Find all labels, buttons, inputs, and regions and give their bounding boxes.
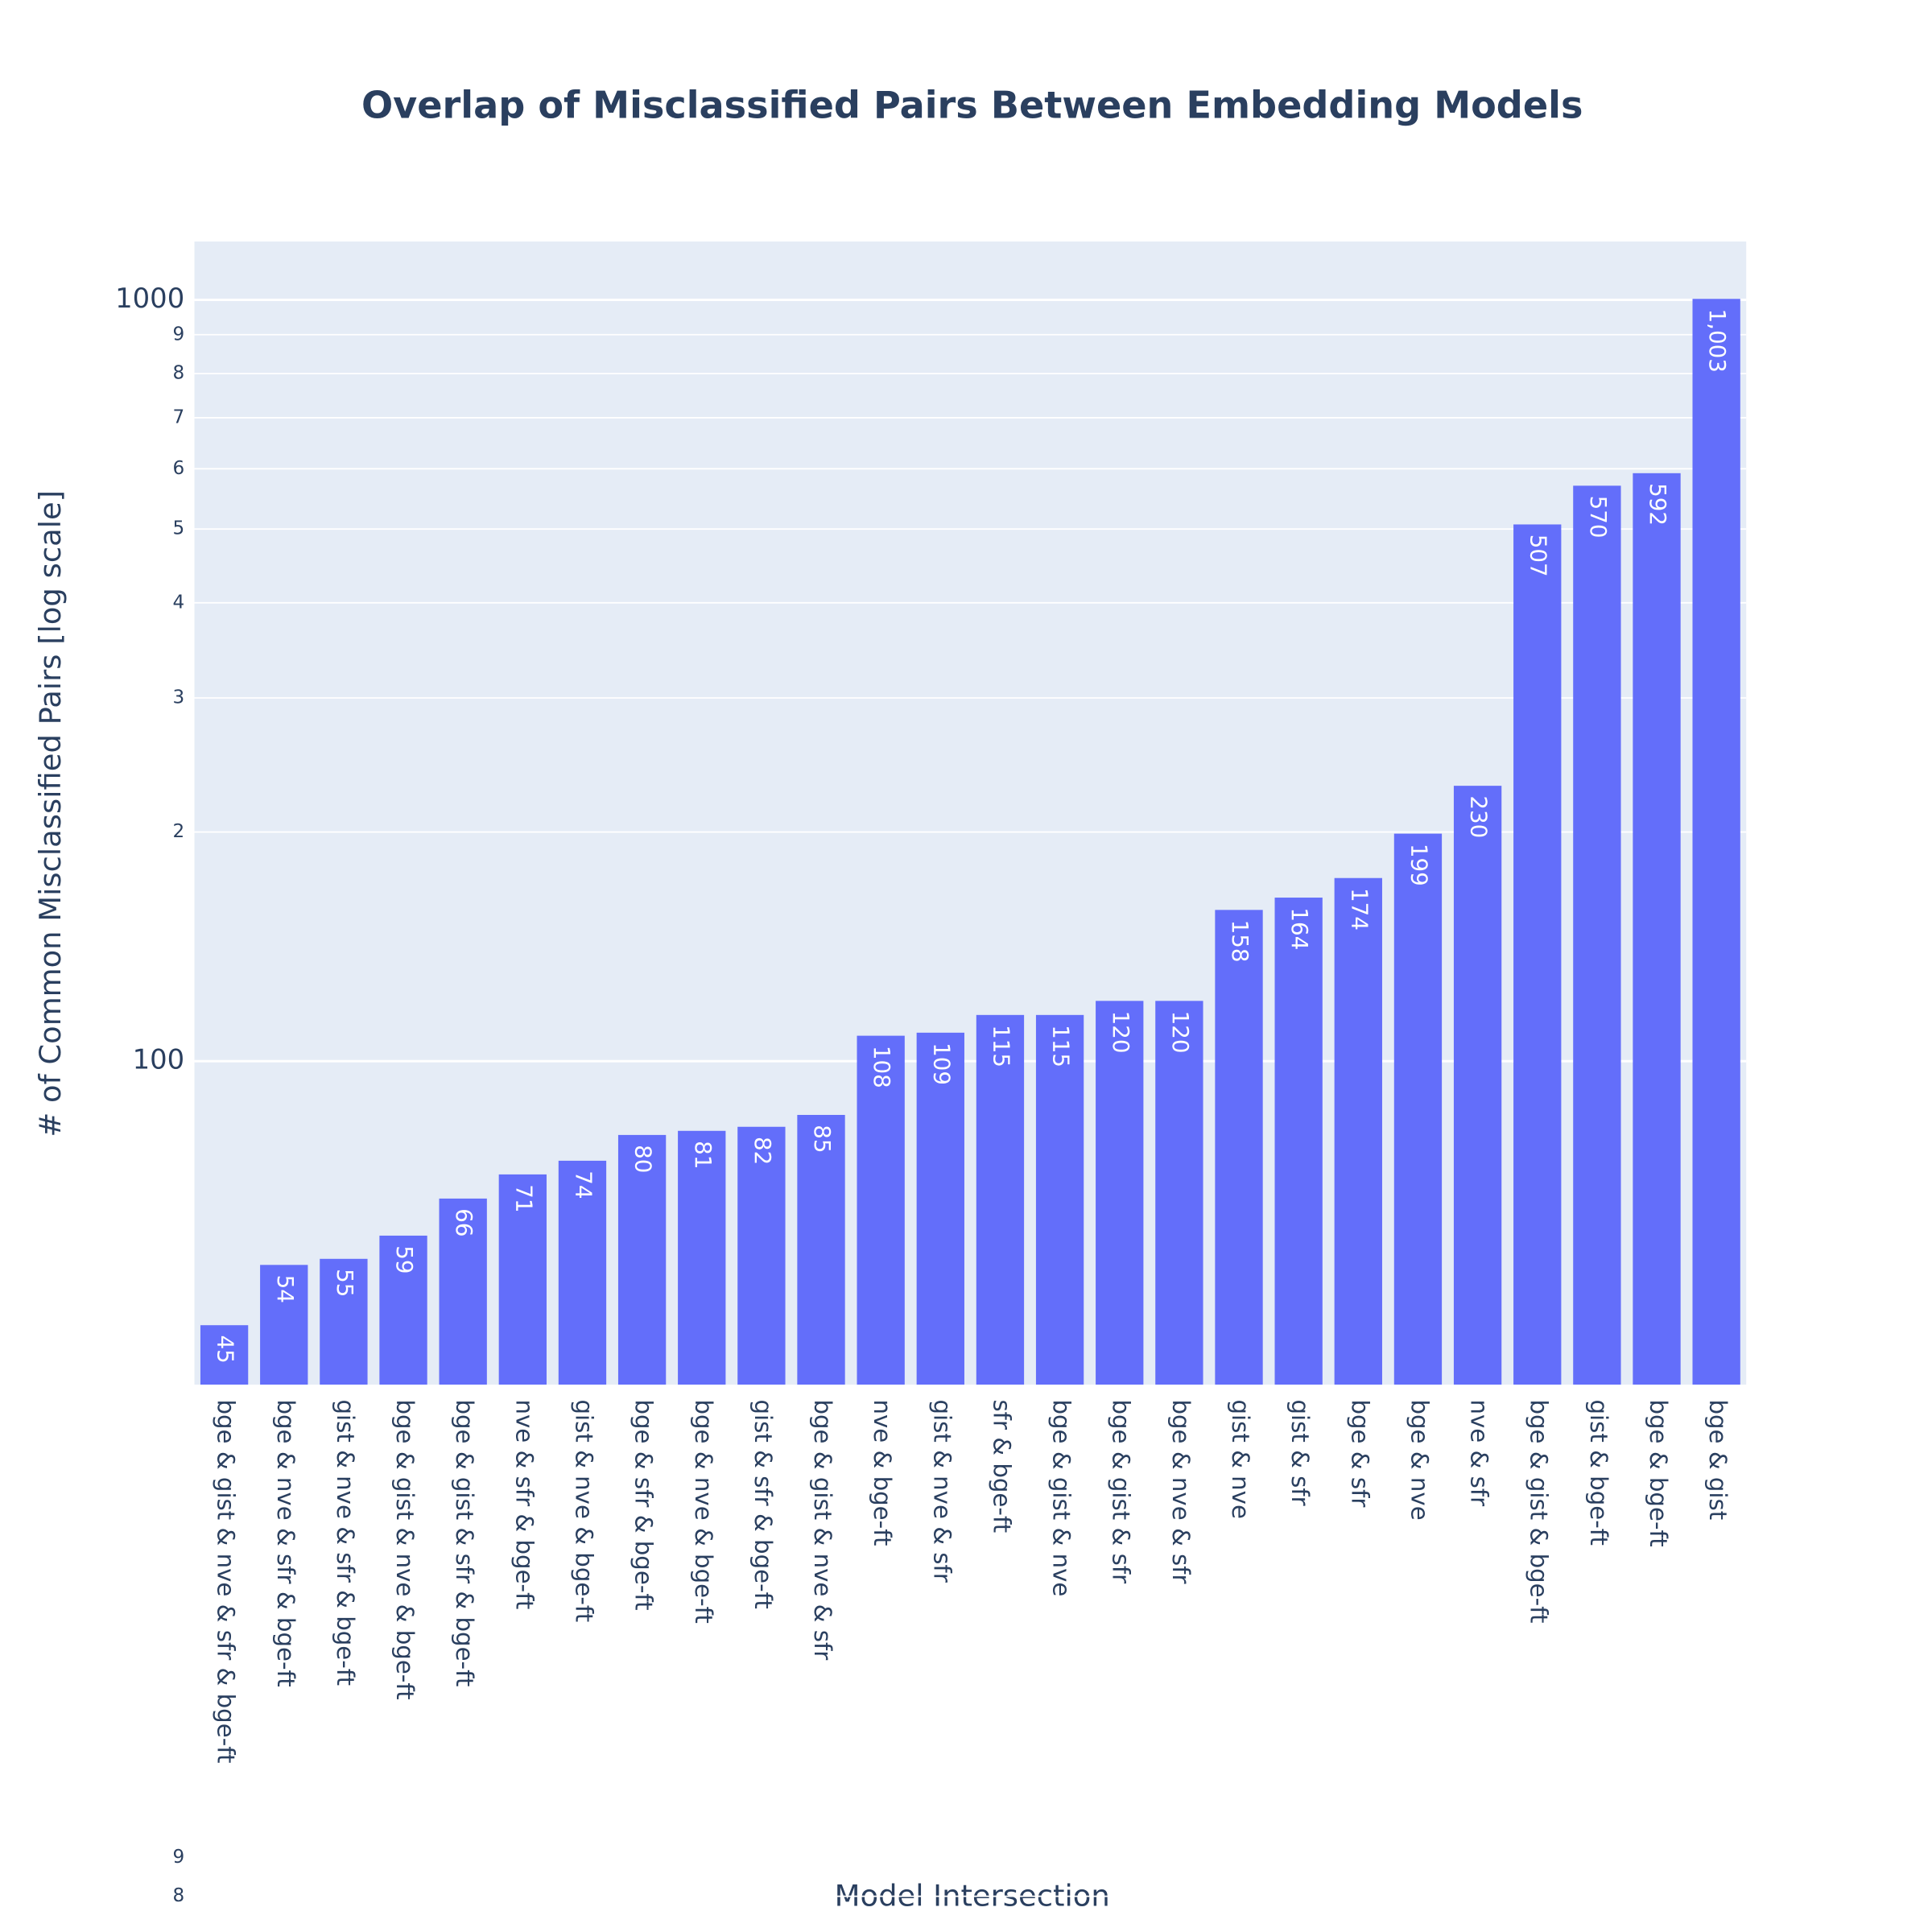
bar — [1633, 473, 1681, 1385]
value-label: 45 — [213, 1335, 239, 1364]
value-label: 507 — [1525, 535, 1552, 577]
value-label: 120 — [1167, 1011, 1194, 1054]
x-tick-label: nve & sfr & bge-ft — [510, 1399, 538, 1609]
value-label: 570 — [1585, 496, 1612, 539]
value-label: 108 — [869, 1046, 895, 1088]
y-tick-label: 100 — [133, 1044, 185, 1075]
bar — [797, 1114, 845, 1385]
bar — [558, 1160, 607, 1385]
y-tick-label: 7 — [173, 407, 185, 427]
y-tick-label: 6 — [173, 458, 185, 479]
value-label: 85 — [809, 1125, 836, 1153]
x-tick-label: gist & nve & bge-ft — [570, 1399, 597, 1622]
x-tick-label: bge & nve & sfr & bge-ft — [272, 1399, 299, 1686]
y-axis-title: # of Common Misclassified Pairs [log sca… — [33, 490, 68, 1137]
x-tick-label: bge & gist & nve & sfr — [809, 1399, 836, 1661]
value-label: 74 — [570, 1170, 597, 1199]
bar — [1453, 786, 1502, 1385]
value-label: 54 — [272, 1275, 299, 1303]
bar — [678, 1130, 726, 1385]
x-tick-label: bge & gist & nve & bge-ft — [391, 1399, 419, 1699]
x-tick-label: gist & nve & sfr — [928, 1399, 956, 1583]
value-label: 82 — [749, 1137, 776, 1165]
x-tick-label: bge & sfr — [1346, 1399, 1373, 1508]
x-tick-label: bge & gist & nve & sfr & bge-ft — [213, 1399, 240, 1763]
y-tick-label: 1000 — [115, 283, 184, 314]
x-tick-label: bge & gist & bge-ft — [1525, 1399, 1553, 1623]
x-tick-label: nve & bge-ft — [869, 1399, 896, 1546]
value-label: 1,003 — [1704, 309, 1731, 373]
bar — [1215, 910, 1263, 1385]
chart-title: Overlap of Misclassified Pairs Between E… — [361, 83, 1583, 126]
bar — [1035, 1014, 1084, 1385]
bar — [1513, 524, 1562, 1385]
x-tick-label: gist & sfr & bge-ft — [749, 1399, 777, 1608]
bar — [857, 1035, 905, 1385]
value-label: 164 — [1286, 907, 1313, 950]
value-label: 199 — [1406, 844, 1432, 886]
x-tick-label: gist & sfr — [1286, 1399, 1314, 1506]
value-label: 158 — [1227, 920, 1253, 963]
x-tick-label: bge & nve & bge-ft — [690, 1399, 717, 1623]
value-label: 592 — [1645, 483, 1671, 526]
bar — [260, 1265, 308, 1385]
x-tick-label: bge & gist & sfr — [1108, 1399, 1135, 1584]
x-tick-label: nve & sfr — [1466, 1399, 1493, 1507]
y-tick-label: 5 — [173, 518, 185, 539]
y-tick-label: 9 — [173, 1847, 185, 1868]
bar — [1573, 485, 1621, 1385]
value-label: 66 — [451, 1208, 477, 1236]
x-tick-label: bge & gist & sfr & bge-ft — [451, 1399, 478, 1686]
value-label: 55 — [332, 1269, 358, 1297]
bar — [1334, 877, 1382, 1385]
y-tick-label: 3 — [173, 687, 185, 708]
y-tick-label: 8 — [173, 1885, 185, 1906]
bar — [1274, 898, 1323, 1385]
x-tick-label: gist & nve — [1227, 1399, 1254, 1519]
bar — [737, 1126, 786, 1385]
y-tick-label: 9 — [173, 324, 185, 345]
value-label: 71 — [510, 1184, 537, 1212]
value-label: 109 — [928, 1042, 955, 1085]
x-tick-label: bge & gist — [1704, 1399, 1732, 1520]
value-label: 120 — [1108, 1011, 1134, 1054]
bar — [320, 1258, 368, 1385]
y-tick-label: 4 — [173, 592, 185, 613]
bar — [1096, 1001, 1144, 1385]
value-label: 230 — [1466, 795, 1492, 838]
value-label: 59 — [391, 1245, 418, 1274]
y-tick-label: 2 — [173, 821, 185, 842]
bar — [439, 1198, 487, 1385]
bar — [200, 1325, 249, 1385]
x-tick-label: bge & gist & nve — [1048, 1399, 1075, 1596]
bar — [379, 1235, 427, 1385]
value-label: 115 — [1048, 1025, 1075, 1067]
value-label: 80 — [630, 1145, 657, 1173]
y-tick-label: 7 — [173, 1930, 185, 1932]
bar — [1393, 833, 1443, 1385]
x-tick-label: bge & sfr & bge-ft — [630, 1399, 658, 1610]
bar — [976, 1014, 1025, 1385]
x-tick-label: gist & nve & sfr & bge-ft — [332, 1399, 359, 1686]
y-tick-label: 8 — [173, 363, 185, 384]
bar — [498, 1174, 547, 1385]
value-label: 115 — [988, 1025, 1014, 1067]
x-tick-label: sfr & bge-ft — [988, 1399, 1015, 1533]
value-label: 81 — [690, 1141, 716, 1169]
bar — [617, 1134, 667, 1385]
bar — [916, 1032, 964, 1385]
bar — [1155, 1001, 1203, 1385]
x-tick-label: bge & nve — [1406, 1399, 1433, 1520]
bar — [1692, 299, 1740, 1385]
x-tick-label: bge & nve & sfr — [1167, 1399, 1195, 1584]
x-tick-label: gist & bge-ft — [1585, 1399, 1612, 1546]
value-label: 174 — [1346, 888, 1373, 931]
x-tick-label: bge & bge-ft — [1645, 1399, 1672, 1546]
